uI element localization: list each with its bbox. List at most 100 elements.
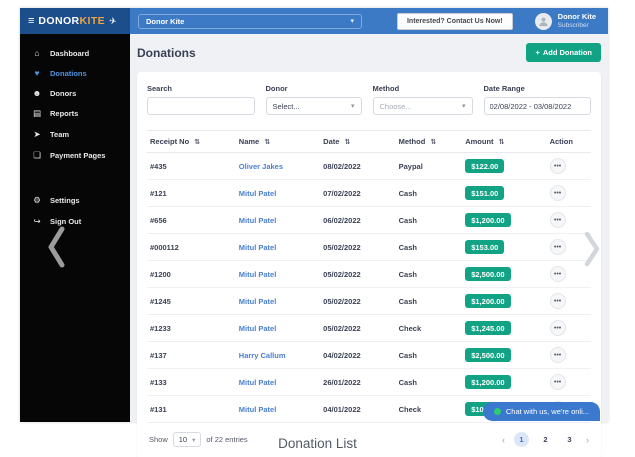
donation-icon: ♥ <box>34 68 40 78</box>
date-cell: 05/02/2022 <box>320 260 396 288</box>
sidebar-item-label: Dashboard <box>50 48 90 58</box>
filter-bar: Search Donor Select... ▾ Method Choose <box>147 84 591 115</box>
table-footer: Show 10 ▾ of 22 entries ‹ 1 <box>147 423 591 453</box>
row-actions-button[interactable]: ••• <box>549 158 566 174</box>
contact-us-button[interactable]: Interested? Contact Us Now! <box>396 12 513 30</box>
sidebar-item-donors[interactable]: ☻ Donors <box>20 83 130 103</box>
donor-name-link[interactable]: Mitul Patel <box>238 242 277 252</box>
method-cell: Cash <box>395 341 463 369</box>
user-menu[interactable]: Donor Kite Subscriber <box>534 12 596 30</box>
sidebar-item-dashboard[interactable]: ⌂ Dashboard <box>20 43 130 63</box>
column-label: Receipt No <box>150 137 190 146</box>
brand-wordmark: DONORKITE <box>38 15 105 27</box>
carousel-next-chevron-icon[interactable] <box>584 231 602 267</box>
date-range-filter: Date Range <box>483 84 591 115</box>
amount-cell: $1,200.00 <box>462 368 547 396</box>
receipt-cell: #435 <box>147 152 236 180</box>
chat-button[interactable]: Chat with us, we're onli... <box>482 402 600 421</box>
donor-name-link[interactable]: Mitul Patel <box>238 188 277 198</box>
receipt-cell: #1245 <box>147 287 236 315</box>
sidebar-item-settings[interactable]: ⚙ Settings <box>20 190 130 211</box>
pagination-prev-icon[interactable]: ‹ <box>502 434 505 445</box>
row-actions-button[interactable]: ••• <box>549 320 566 336</box>
user-icon <box>539 17 548 26</box>
sidebar-item-reports[interactable]: ▤ Reports <box>20 103 130 124</box>
sort-icon: ⇅ <box>264 139 271 146</box>
row-actions-button[interactable]: ••• <box>549 293 566 309</box>
chevron-down-icon: ▾ <box>350 103 355 110</box>
donor-name-link[interactable]: Mitul Patel <box>238 215 277 225</box>
pagination-page-2[interactable]: 2 <box>538 432 553 447</box>
sidebar-item-sign-out[interactable]: ↪ Sign Out <box>20 211 130 232</box>
sidebar: ⌂ Dashboard ♥ Donations ☻ Donors ▤ <box>20 34 130 422</box>
row-actions-button[interactable]: ••• <box>549 374 566 390</box>
receipt-cell: #131 <box>147 395 236 423</box>
pagination-next-icon[interactable]: › <box>586 434 589 445</box>
column-label: Method <box>398 137 426 146</box>
row-actions-button[interactable]: ••• <box>549 239 566 255</box>
col-amount[interactable]: Amount ⇅ <box>462 130 547 153</box>
row-actions-button[interactable]: ••• <box>549 212 566 228</box>
row-actions-button[interactable]: ••• <box>549 347 566 363</box>
sort-icon: ⇅ <box>498 139 505 146</box>
search-input[interactable] <box>147 97 255 115</box>
name-cell: Harry Callum <box>235 341 321 369</box>
date-cell: 06/02/2022 <box>320 206 396 234</box>
sidebar-item-label: Settings <box>50 196 80 205</box>
donor-name-link[interactable]: Harry Callum <box>238 350 286 360</box>
action-cell: ••• <box>546 341 591 369</box>
donor-name-link[interactable]: Mitul Patel <box>238 377 277 387</box>
pagination-page-1[interactable]: 1 <box>514 432 529 447</box>
receipt-cell: #1200 <box>147 260 236 288</box>
main-content: Donations + Add Donation Search Donor Se… <box>130 34 608 457</box>
donor-filter: Donor Select... ▾ <box>265 84 362 115</box>
add-donation-button[interactable]: + Add Donation <box>526 43 601 62</box>
donor-name-link[interactable]: Oliver Jakes <box>238 161 283 171</box>
donor-select[interactable]: Select... ▾ <box>265 97 362 115</box>
name-cell: Mitul Patel <box>235 206 321 234</box>
donor-name-link[interactable]: Mitul Patel <box>238 404 277 414</box>
sidebar-item-team[interactable]: ➤ Team <box>20 124 130 145</box>
carousel-prev-chevron-icon[interactable] <box>46 226 66 268</box>
donor-name-link[interactable]: Mitul Patel <box>238 296 277 306</box>
action-cell: ••• <box>546 260 591 288</box>
entries-label: of 22 entries <box>206 435 248 444</box>
table-row: #000112 Mitul Patel 05/02/2022 Cash $153… <box>147 233 591 261</box>
sort-icon: ⇅ <box>344 139 351 146</box>
organization-dropdown[interactable]: Donor Kite ▾ <box>138 13 362 29</box>
row-actions-button[interactable]: ••• <box>549 266 566 282</box>
menu-icon[interactable]: ≡ <box>28 15 35 27</box>
col-method[interactable]: Method ⇅ <box>395 130 463 153</box>
amount-cell: $1,200.00 <box>462 206 547 234</box>
date-cell: 04/01/2022 <box>320 395 396 423</box>
page-size-select[interactable]: 10 ▾ <box>172 432 202 447</box>
pagination: ‹ 1 2 3 › <box>502 432 589 447</box>
donor-name-link[interactable]: Mitul Patel <box>238 323 277 333</box>
name-cell: Mitul Patel <box>235 395 321 423</box>
method-select[interactable]: Choose... ▾ <box>372 97 473 115</box>
table-head: Receipt No ⇅ Name ⇅ Date <box>147 130 591 153</box>
col-date[interactable]: Date ⇅ <box>320 130 396 153</box>
sidebar-item-payment-pages[interactable]: ❏ Payment Pages <box>20 145 130 166</box>
donor-label: Donor <box>265 84 288 93</box>
entries-info: Show 10 ▾ of 22 entries <box>149 432 248 447</box>
sidebar-footer-nav: ⚙ Settings ↪ Sign Out <box>20 190 130 232</box>
pagination-page-3[interactable]: 3 <box>562 432 577 447</box>
name-cell: Mitul Patel <box>235 179 321 207</box>
chat-label: Chat with us, we're onli... <box>505 407 589 416</box>
name-cell: Mitul Patel <box>235 314 321 342</box>
row-actions-button[interactable]: ••• <box>549 185 566 201</box>
payment-pages-icon: ❏ <box>33 150 41 160</box>
donor-name-link[interactable]: Mitul Patel <box>238 269 277 279</box>
col-name[interactable]: Name ⇅ <box>235 130 321 153</box>
brand-kite: KITE <box>79 15 106 27</box>
sidebar-item-donations[interactable]: ♥ Donations <box>20 63 130 83</box>
avatar <box>534 12 552 30</box>
user-role: Subscriber <box>557 21 589 29</box>
sidebar-item-label: Reports <box>50 109 79 118</box>
date-range-input[interactable] <box>483 97 591 115</box>
method-cell: Paypal <box>395 152 463 180</box>
col-receipt-no[interactable]: Receipt No ⇅ <box>147 130 236 153</box>
date-cell: 04/02/2022 <box>320 341 396 369</box>
amount-badge: $2,500.00 <box>465 348 511 362</box>
